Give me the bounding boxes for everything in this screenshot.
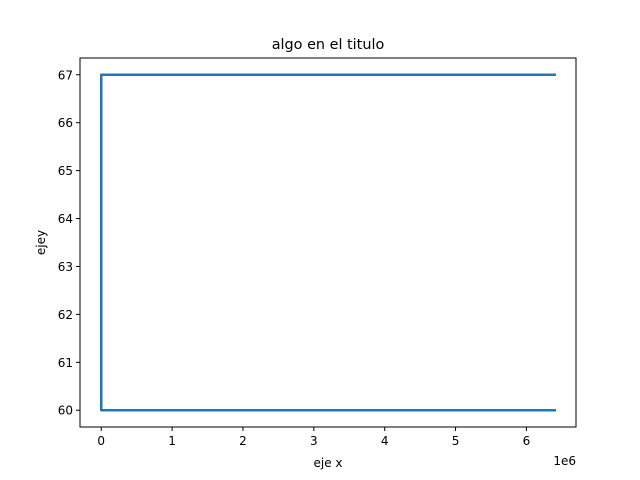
axes-frame	[79, 57, 577, 428]
plot-area	[100, 73, 556, 412]
y-axis-label: ejey	[34, 230, 48, 255]
x-tick-label: 4	[381, 434, 389, 448]
x-tick-label: 2	[239, 434, 247, 448]
x-tick-label: 6	[523, 434, 531, 448]
y-axis: 60 61 62 63 64 65 66 67	[58, 68, 80, 418]
x-tick-label: 0	[97, 434, 105, 448]
series-line-0	[100, 73, 556, 412]
x-tick-label: 3	[310, 434, 318, 448]
x-axis-label: eje x	[313, 456, 342, 470]
y-tick-label: 60	[58, 404, 73, 418]
x-tick-label: 1	[168, 434, 176, 448]
x-tick-label: 5	[452, 434, 460, 448]
y-tick-label: 65	[58, 164, 73, 178]
y-tick-label: 62	[58, 308, 73, 322]
x-axis: 0 1 2 3 4 5 6	[97, 427, 530, 448]
x-axis-offset-text: 1e6	[553, 454, 576, 468]
y-tick-label: 63	[58, 260, 73, 274]
chart-title: algo en el titulo	[272, 37, 385, 53]
y-tick-label: 64	[58, 212, 73, 226]
y-tick-label: 61	[58, 356, 73, 370]
y-tick-label: 66	[58, 116, 73, 130]
y-tick-label: 67	[58, 68, 73, 82]
